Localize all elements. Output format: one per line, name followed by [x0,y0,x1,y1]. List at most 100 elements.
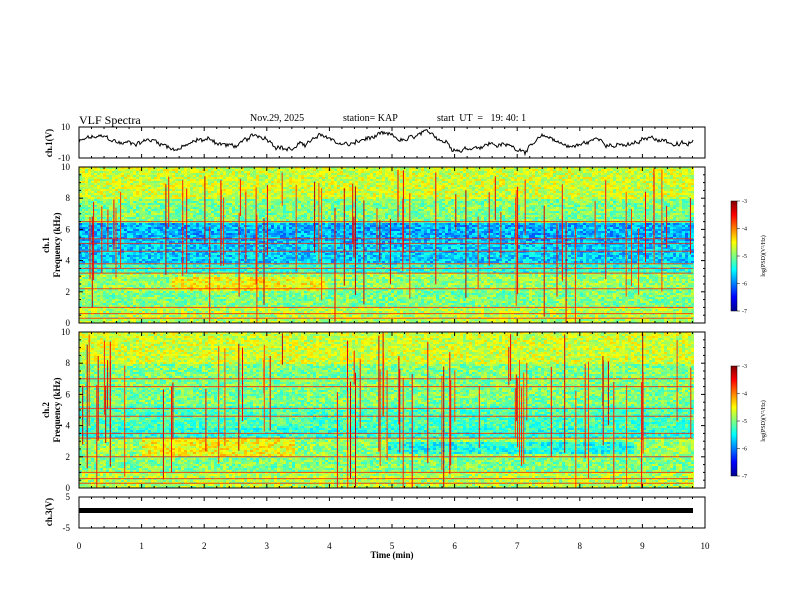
spec1-cell [265,217,268,219]
spec1-cell [106,255,109,257]
spec1-cell [211,297,214,299]
spec1-cell [238,319,241,321]
spec1-cell [112,271,115,273]
spec1-cell [106,251,109,253]
spec1-cell [250,233,253,235]
spec1-cell [250,231,253,233]
spec1-cell [199,207,202,209]
spec1-cell [199,271,202,273]
spec1-cell [172,181,175,183]
spec1-cell [184,319,187,321]
spec1-cell [244,279,247,281]
spec1-cell [196,181,199,183]
spec1-cell [196,319,199,321]
spec1-cell [214,307,217,309]
spec1-cell [127,199,130,201]
spec1-cell [241,287,244,289]
spec1-cell [253,299,256,301]
spec1-cell [112,279,115,281]
spec1-cell [226,189,229,191]
spec1-cell [82,271,85,273]
spec1-cell [232,195,235,197]
spec1-cell [208,187,211,189]
spec1-cell [82,185,85,187]
spec1-cell [187,175,190,177]
spec1-cell [82,273,85,275]
spec1-cell [160,261,163,263]
spec1-cell [97,297,100,299]
spec1-cell [103,233,106,235]
spec1-cell [175,251,178,253]
spec1-cell [145,243,148,245]
spec1-cell [178,217,181,219]
spec1-cell [103,177,106,179]
spec1-cell [109,215,112,217]
spec1-cell [106,171,109,173]
spec1-cell [82,169,85,171]
spec1-cell [154,217,157,219]
spec1-cell [244,281,247,283]
spec1-cell [256,293,259,295]
spec1-cell [250,167,253,169]
spec1-cell [166,299,169,301]
spec1-cell [82,303,85,305]
spec1-cell [208,171,211,173]
spec1-cell [178,257,181,259]
spec1-cell [256,203,259,205]
spec1-cell [232,281,235,283]
spec1-cell [142,173,145,175]
spec1-cell [196,253,199,255]
spec1-cell [139,281,142,283]
spec1-cell [79,203,82,205]
spec1-cell [190,319,193,321]
spec1-cell [127,243,130,245]
spec1-cell [82,259,85,261]
spec1-cell [184,185,187,187]
spec1-cell [253,189,256,191]
spec1-cell [232,259,235,261]
spec1-cell [118,201,121,203]
spec1-cell [145,291,148,293]
spec1-cell [100,191,103,193]
spec1-cell [202,279,205,281]
spec1-cell [256,245,259,247]
spec1-cell [145,273,148,275]
spec1-cell [100,305,103,307]
spec1-cell [175,183,178,185]
spec1-cell [130,181,133,183]
spec1-cell [265,279,268,281]
spec1-cell [163,265,166,267]
spec1-cell [133,239,136,241]
spec1-cell [91,309,94,311]
spec1-cell [127,241,130,243]
spec1-cell [244,311,247,313]
spec1-cell [97,229,100,231]
spec1-cell [130,175,133,177]
spec1-cell [259,167,262,169]
spec1-cell [109,315,112,317]
spec1-cell [205,203,208,205]
spec1-cell [112,189,115,191]
spec1-cell [97,183,100,185]
spec1-cell [205,297,208,299]
spec1-cell [148,303,151,305]
spec1-cell [247,169,250,171]
spec1-cell [196,297,199,299]
spec1-cell [130,285,133,287]
spec1-cell [157,193,160,195]
spec1-cell [217,259,220,261]
spec1-cell [154,291,157,293]
spec1-cell [265,231,268,233]
spec1-cell [235,181,238,183]
spec1-cell [94,199,97,201]
spec1-cell [106,315,109,317]
spec1-cell [172,217,175,219]
spec1-cell [190,297,193,299]
spec1-cell [157,167,160,169]
spec1-cell [148,269,151,271]
spec1-cell [82,257,85,259]
spec1-cell [229,255,232,257]
spec1-cell [91,167,94,169]
spec1-cell [136,253,139,255]
spec1-cell [187,315,190,317]
